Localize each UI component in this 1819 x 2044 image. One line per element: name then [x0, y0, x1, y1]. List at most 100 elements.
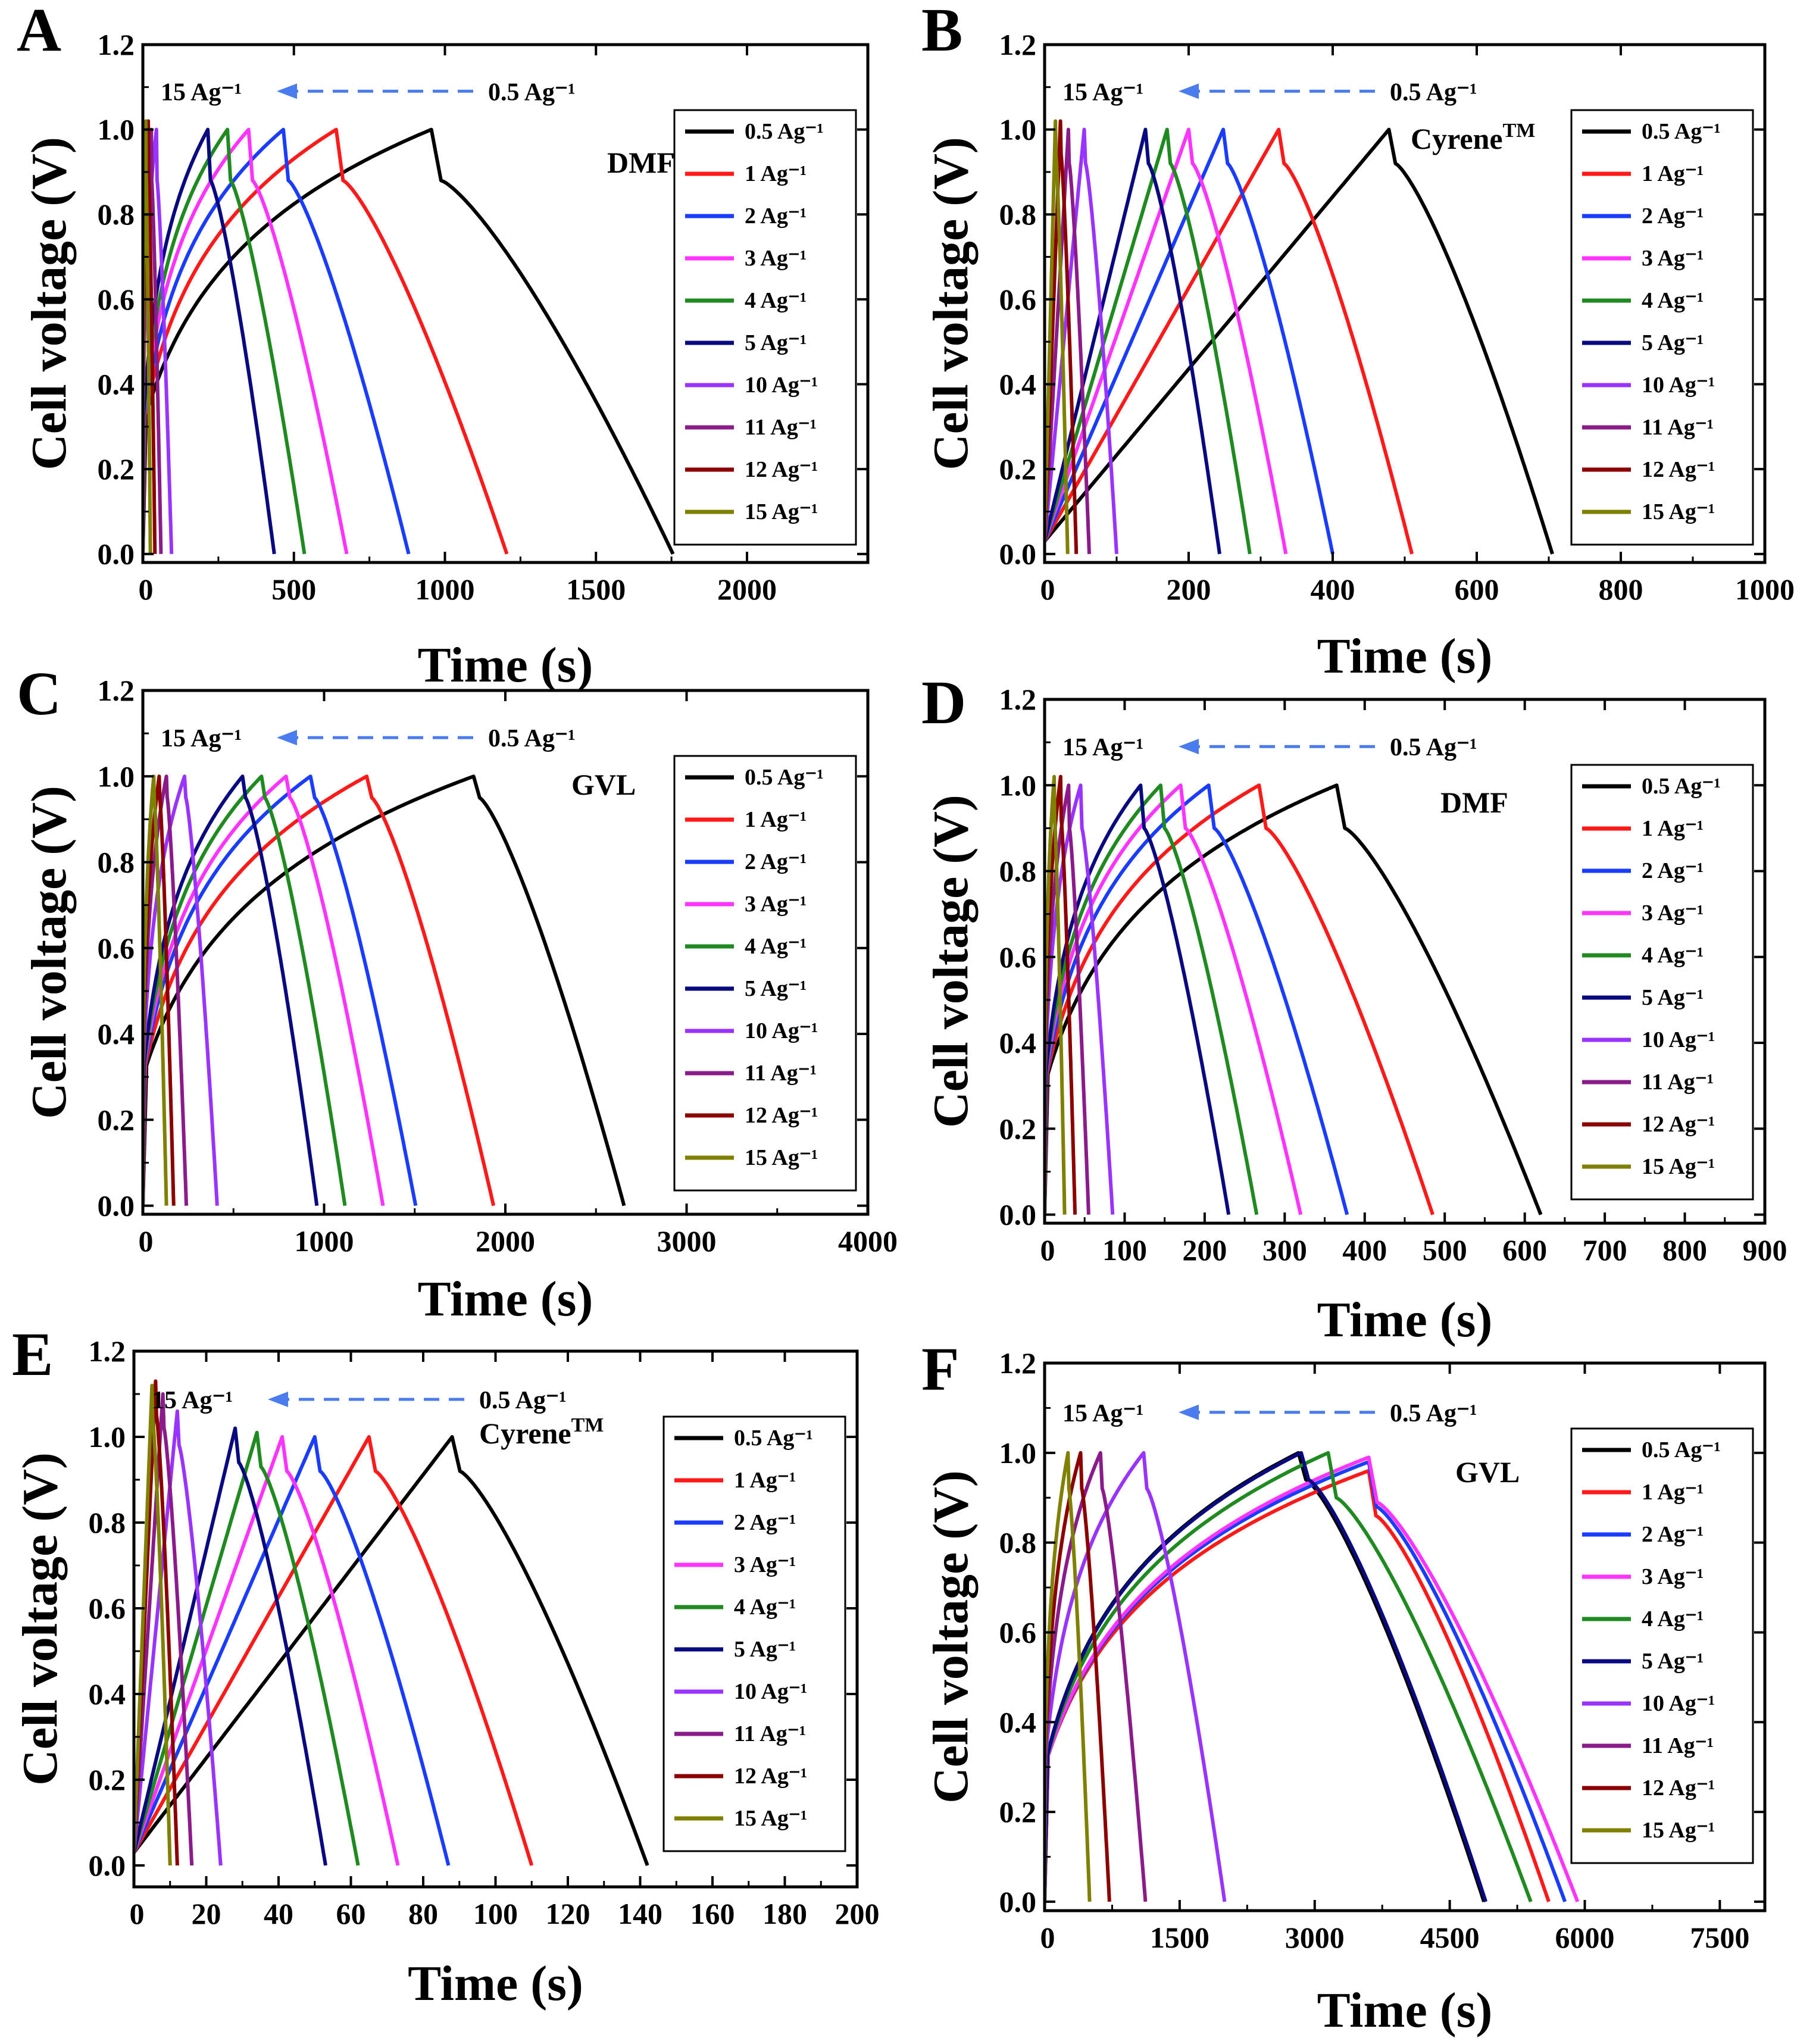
- x-tick-label: 4000: [838, 1224, 898, 1258]
- legend-box: [1570, 1427, 1754, 1864]
- x-axis-label: Time (s): [1317, 1983, 1493, 2038]
- legend-label: 5 Ag⁻¹: [745, 330, 807, 355]
- plot-frame: [141, 43, 870, 564]
- y-tick-label: 0.4: [98, 367, 135, 401]
- x-tick-label: 700: [1583, 1233, 1627, 1267]
- arrow-label-high-rate: 15 Ag⁻¹: [1062, 1400, 1143, 1427]
- x-tick-label: 800: [1599, 573, 1643, 606]
- x-tick-label: 500: [1423, 1233, 1467, 1267]
- panel-a: 0 500 1000 1500 2000 0.0 0.2 0.4 0.6 0.8 1.0 1.2 Tim…: [17, 0, 870, 693]
- series-line-2: [134, 1435, 451, 1866]
- series-group: [143, 119, 675, 555]
- legend-label: 12 Ag⁻¹: [1642, 457, 1715, 482]
- x-tick-label: 40: [264, 1897, 293, 1930]
- x-axis-label: Time (s): [418, 637, 593, 693]
- legend: 0.5 Ag⁻¹ 1 Ag⁻¹ 2 Ag⁻¹ 3 Ag⁻¹ 4 Ag⁻¹ 5 Ag⁻¹ 10…: [1570, 109, 1754, 546]
- arrow-label-low-rate: 0.5 Ag⁻¹: [488, 79, 576, 106]
- legend-label: 4 Ag⁻¹: [745, 934, 807, 959]
- legend-label: 15 Ag⁻¹: [1642, 1154, 1715, 1179]
- y-tick-label: 0.8: [89, 1506, 126, 1539]
- x-tick-label: 140: [618, 1897, 662, 1930]
- legend-label: 1 Ag⁻¹: [1642, 1480, 1704, 1505]
- legend-label: 10 Ag⁻¹: [745, 373, 818, 398]
- panel-letter: B: [921, 0, 962, 64]
- y-tick-label: 0.2: [98, 1103, 135, 1136]
- y-axis-label: Cell voltage (V): [21, 786, 77, 1119]
- y-tick-label: 0.4: [999, 1705, 1037, 1739]
- x-tick-label: 60: [336, 1897, 366, 1930]
- legend-label: 12 Ag⁻¹: [1642, 1112, 1715, 1137]
- x-tick-label: 600: [1455, 573, 1499, 606]
- legend-label: 5 Ag⁻¹: [1642, 985, 1704, 1010]
- legend-label: 0.5 Ag⁻¹: [745, 765, 824, 790]
- legend-label: 11 Ag⁻¹: [734, 1721, 806, 1746]
- legend-label: 11 Ag⁻¹: [1642, 1070, 1714, 1095]
- y-tick-label: 1.0: [98, 760, 135, 793]
- sample-label: CyreneTM: [479, 1414, 604, 1450]
- legend: 0.5 Ag⁻¹ 1 Ag⁻¹ 2 Ag⁻¹ 3 Ag⁻¹ 4 Ag⁻¹ 5 Ag⁻¹ 10…: [662, 1415, 846, 1852]
- panel-c: 0 1000 2000 3000 4000 0.0 0.2 0.4 0.6 0.8 1.0 1.2 Ti…: [17, 660, 898, 1327]
- panel-b: 0 200 400 600 800 1000 0.0 0.2 0.4 0.6 0.8 1.0 1.2 Ti…: [921, 0, 1795, 684]
- y-tick-label: 0.2: [999, 1112, 1037, 1145]
- x-tick-label: 300: [1262, 1233, 1307, 1267]
- legend-box: [1570, 764, 1754, 1201]
- x-tick-label: 120: [546, 1897, 590, 1930]
- y-tick-label: 0.8: [98, 846, 135, 879]
- legend-label: 2 Ag⁻¹: [1642, 1522, 1704, 1547]
- arrow-label-low-rate: 0.5 Ag⁻¹: [1390, 1400, 1477, 1427]
- legend-label: 3 Ag⁻¹: [1642, 901, 1704, 926]
- y-axis-label: Cell voltage (V): [12, 1452, 68, 1786]
- series-line-11: [1045, 783, 1090, 1215]
- legend-label: 3 Ag⁻¹: [734, 1552, 796, 1577]
- legend-label: 1 Ag⁻¹: [745, 807, 807, 832]
- legend-label: 3 Ag⁻¹: [1642, 246, 1704, 271]
- legend-label: 0.5 Ag⁻¹: [1642, 1437, 1721, 1462]
- series-line-12: [1045, 1451, 1111, 1902]
- legend-label: 4 Ag⁻¹: [1642, 288, 1704, 313]
- x-tick-label: 2000: [476, 1224, 535, 1258]
- series-group: [1045, 774, 1543, 1215]
- y-tick-label: 1.0: [89, 1420, 126, 1454]
- x-tick-label: 3000: [657, 1224, 717, 1258]
- x-tick-label: 100: [1102, 1233, 1147, 1267]
- x-tick-label: 200: [1167, 573, 1211, 606]
- series-line-4: [143, 774, 347, 1207]
- legend-box: [662, 1415, 846, 1852]
- x-tick-label: 600: [1502, 1233, 1547, 1267]
- legend-label: 2 Ag⁻¹: [745, 204, 807, 229]
- legend-label: 11 Ag⁻¹: [1642, 1733, 1714, 1758]
- x-axis-label: Time (s): [418, 1271, 593, 1327]
- y-tick-label: 0.2: [999, 1795, 1037, 1829]
- panel-f: 0 1500 3000 4500 6000 7500 0.0 0.2 0.4 0.6 0.8 1.0 1…: [921, 1335, 1767, 2038]
- legend-label: 10 Ag⁻¹: [734, 1679, 807, 1704]
- sample-label: DMF: [1440, 786, 1508, 819]
- x-tick-label: 0: [130, 1897, 145, 1930]
- legend-label: 5 Ag⁻¹: [734, 1637, 796, 1662]
- y-tick-label: 0.8: [999, 855, 1037, 888]
- series-line-0_5: [143, 774, 626, 1207]
- series-line-2: [1045, 127, 1334, 555]
- series-line-15: [134, 1383, 172, 1866]
- y-tick-label: 0.8: [98, 198, 135, 231]
- series-line-5: [1045, 127, 1221, 555]
- series-line-4: [1045, 783, 1259, 1215]
- series-group: [1045, 1451, 1580, 1902]
- series-line-1: [134, 1435, 534, 1866]
- legend-label: 12 Ag⁻¹: [745, 1103, 818, 1128]
- y-tick-label: 0.6: [98, 283, 135, 316]
- series-line-4: [1045, 127, 1252, 555]
- y-tick-label: 0.4: [89, 1677, 126, 1711]
- x-tick-label: 2000: [717, 573, 777, 606]
- series-line-5: [143, 127, 276, 555]
- y-tick-label: 0.2: [98, 452, 135, 486]
- y-tick-label: 0.4: [999, 367, 1037, 401]
- y-tick-label: 0.0: [999, 1198, 1037, 1232]
- y-tick-label: 1.2: [98, 674, 135, 707]
- legend-label: 12 Ag⁻¹: [734, 1764, 807, 1789]
- legend-box: [673, 109, 857, 546]
- legend-label: 2 Ag⁻¹: [734, 1510, 796, 1535]
- panel-d: 0 100 200 300 400 500 600 700 800 900 0.0 0.2 0.4 0.6…: [921, 668, 1787, 1348]
- series-line-4: [143, 127, 307, 555]
- legend-label: 1 Ag⁻¹: [1642, 816, 1704, 841]
